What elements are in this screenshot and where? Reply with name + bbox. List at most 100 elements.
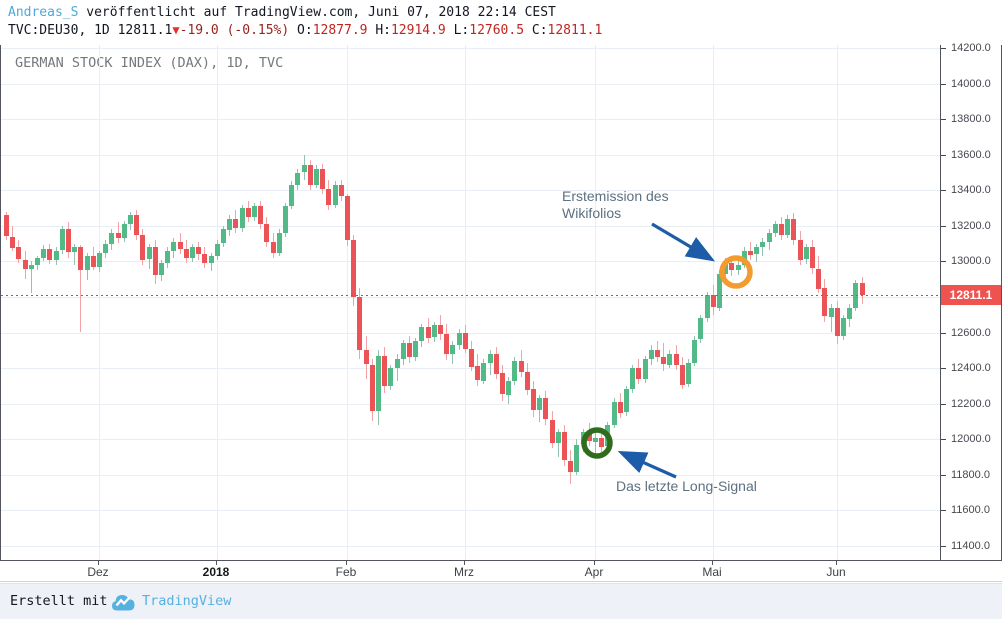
candle — [320, 169, 325, 189]
tradingview-logo-icon — [112, 595, 135, 611]
candle — [41, 249, 46, 258]
candle — [85, 256, 90, 270]
candle — [370, 365, 375, 411]
y-axis-tick — [941, 510, 946, 511]
candle — [568, 461, 573, 472]
gridline-h — [1, 439, 940, 440]
candle — [729, 263, 734, 270]
candle — [78, 247, 83, 270]
candle — [643, 359, 648, 379]
candle — [364, 350, 369, 364]
candle — [767, 233, 772, 242]
x-axis-label: 2018 — [202, 565, 230, 579]
low-label: L: — [453, 23, 470, 38]
symbol-name: TVC:DEU30, — [8, 23, 87, 38]
snapshot-header: Andreas_S veröffentlicht auf TradingView… — [0, 0, 1002, 45]
candle — [829, 308, 834, 317]
x-axis-tick — [464, 561, 465, 565]
candle — [47, 249, 52, 260]
time-axis[interactable]: Dez 2018 Feb Mrz Apr Mai Jun — [0, 560, 1002, 582]
open-label: O: — [297, 23, 313, 38]
y-axis-tick — [941, 333, 946, 334]
candle — [705, 295, 710, 318]
close-value: 12811.1 — [547, 23, 603, 38]
x-axis-tick — [346, 561, 347, 565]
gridline-h — [1, 48, 940, 49]
y-axis-label: 13800.0 — [951, 113, 991, 125]
candle — [351, 240, 356, 297]
candle — [804, 247, 809, 259]
candle — [289, 185, 294, 206]
candle — [742, 251, 747, 265]
tradingview-link[interactable]: TradingView — [142, 593, 232, 609]
gridline-h — [1, 368, 940, 369]
candle — [444, 334, 449, 354]
candle — [109, 233, 114, 244]
candle — [171, 242, 176, 251]
candle — [847, 308, 852, 319]
candle — [128, 215, 133, 224]
candle — [593, 438, 598, 442]
candle — [760, 242, 765, 247]
gridline-h — [1, 546, 940, 547]
candle — [326, 189, 331, 205]
gridline-h — [1, 226, 940, 227]
candle — [97, 253, 102, 267]
y-axis-tick — [941, 261, 946, 262]
candle — [438, 325, 443, 334]
y-axis-tick — [941, 48, 946, 49]
gridline-h — [1, 475, 940, 476]
gridline-h — [1, 261, 940, 262]
candle — [835, 308, 840, 336]
candle — [178, 242, 183, 249]
candle — [190, 247, 195, 258]
candle — [754, 247, 759, 254]
candle — [376, 356, 381, 411]
candle — [277, 233, 282, 253]
price-scale[interactable]: 14200.0 14000.0 13800.0 13600.0 13400.0 13200… — [940, 42, 1002, 560]
gridline-v — [595, 45, 596, 560]
candle — [432, 325, 437, 337]
x-axis-label: Mai — [702, 565, 722, 579]
author-link[interactable]: Andreas_S — [8, 5, 79, 20]
candle — [302, 165, 307, 172]
candle — [227, 219, 232, 230]
candle — [153, 247, 158, 275]
candle — [413, 341, 418, 357]
y-axis-label: 11600.0 — [951, 504, 990, 516]
candle — [23, 260, 28, 269]
candle — [54, 251, 59, 260]
gridline-h — [1, 404, 940, 405]
candle-wick — [31, 261, 32, 293]
candle-wick — [558, 429, 559, 457]
candle — [419, 327, 424, 341]
chart-widget: GERMAN STOCK INDEX (DAX), 1D, TVC 14200.… — [0, 42, 1002, 582]
y-axis-label: 12600.0 — [951, 327, 991, 339]
candle — [711, 295, 716, 307]
candle — [686, 363, 691, 384]
last-price-badge: 12811.1 — [941, 285, 1001, 305]
candle — [810, 247, 815, 268]
created-with-text: Erstellt mit — [10, 593, 108, 609]
candle — [202, 254, 207, 263]
candle — [426, 327, 431, 338]
y-axis-tick — [941, 84, 946, 85]
annotation-text-long-signal: Das letzte Long-Signal — [616, 478, 757, 494]
candle — [481, 363, 486, 381]
candle — [674, 354, 679, 365]
y-axis-label: 11800.0 — [951, 469, 990, 481]
x-axis-label: Apr — [584, 565, 604, 579]
gridline-v — [465, 45, 466, 560]
candle — [537, 398, 542, 410]
candle — [574, 445, 579, 472]
chart-canvas[interactable]: GERMAN STOCK INDEX (DAX), 1D, TVC — [0, 45, 940, 560]
candle — [816, 269, 821, 289]
candle — [66, 229, 71, 252]
candle — [60, 229, 65, 250]
y-axis-label: 11400.0 — [951, 540, 990, 552]
candle — [525, 372, 530, 390]
y-axis-label: 12200.0 — [951, 398, 991, 410]
gridline-h — [1, 155, 940, 156]
y-axis-tick — [941, 439, 946, 440]
candle-wick — [831, 304, 832, 332]
